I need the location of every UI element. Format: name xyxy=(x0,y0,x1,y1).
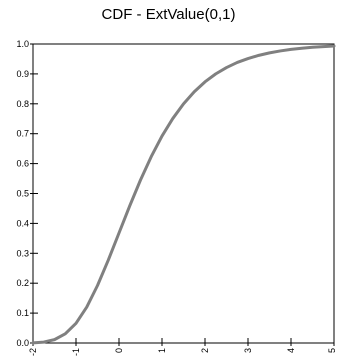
x-tick-label: 4 xyxy=(286,348,296,353)
x-tick-label: -2 xyxy=(28,348,38,356)
axes: 0.0 0.1 0.2 0.3 0.4 0.5 0.6 0.7 0.8 0.9 1.0 -2 -1 0 1 2… xyxy=(16,39,337,356)
plot-frame xyxy=(32,43,335,344)
y-tick-label: 0.0 xyxy=(16,338,29,348)
y-tick-label: 0.2 xyxy=(16,278,29,288)
x-tick-label: -1 xyxy=(71,348,81,356)
y-tick-label: 0.7 xyxy=(16,129,29,139)
y-tick-label: 0.6 xyxy=(16,159,29,169)
x-tick-label: 5 xyxy=(327,348,337,353)
x-tick-label: 2 xyxy=(200,348,210,353)
cdf-curve xyxy=(31,44,336,345)
x-tick-label: 0 xyxy=(114,348,124,353)
x-tick-label: 3 xyxy=(243,348,253,353)
x-tick-label: 1 xyxy=(157,348,167,353)
y-tick-label: 0.5 xyxy=(16,189,29,199)
y-tick-label: 1.0 xyxy=(16,39,29,49)
y-tick-label: 0.8 xyxy=(16,99,29,109)
chart-title: CDF - ExtValue(0,1) xyxy=(101,6,236,23)
y-tick-label: 0.4 xyxy=(16,218,29,228)
y-tick-label: 0.3 xyxy=(16,248,29,258)
y-tick-label: 0.9 xyxy=(16,69,29,79)
curve-layer xyxy=(31,44,336,345)
y-tick-label: 0.1 xyxy=(16,308,29,318)
